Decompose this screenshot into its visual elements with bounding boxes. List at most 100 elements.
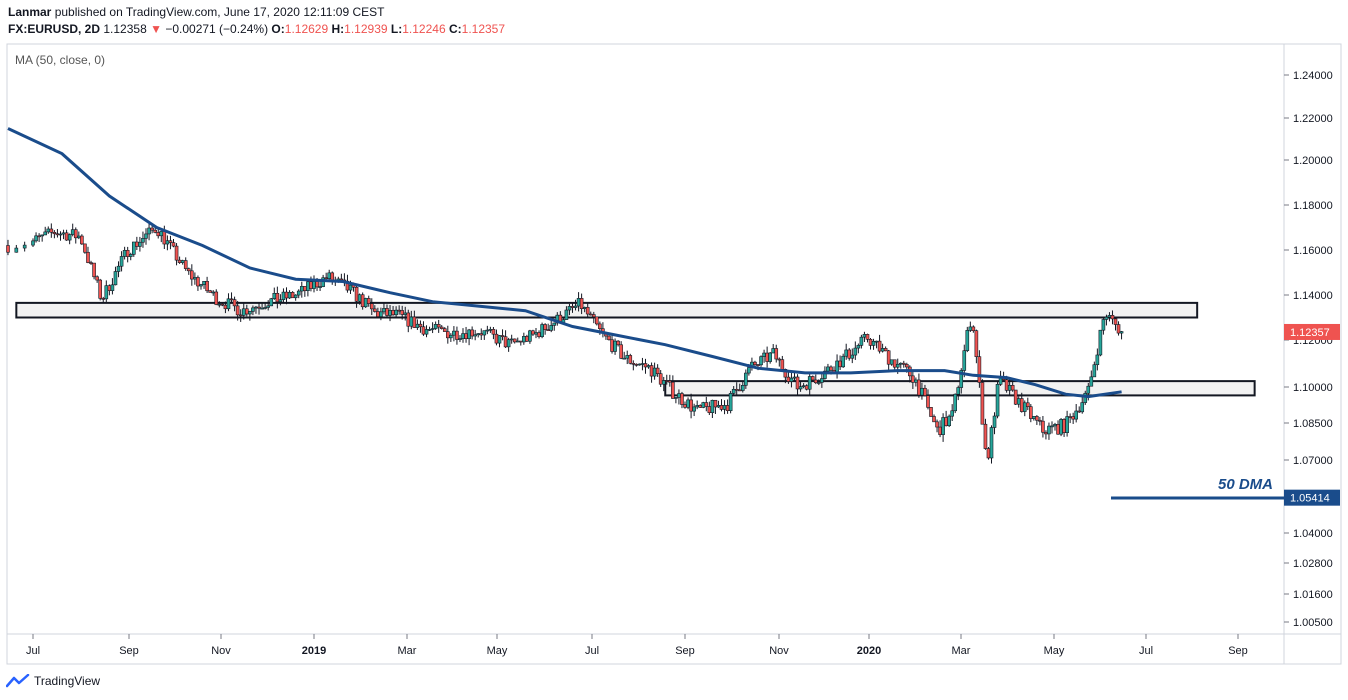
- candle: [692, 403, 696, 417]
- candle: [113, 266, 118, 286]
- upper-resistance-zone[interactable]: [15, 301, 1199, 319]
- candle: [449, 333, 453, 342]
- candle: [850, 348, 855, 364]
- candle: [1050, 421, 1054, 434]
- candle: [125, 246, 130, 263]
- candle: [1110, 310, 1115, 325]
- candle: [306, 279, 310, 297]
- candle: [689, 393, 693, 419]
- symbol-label[interactable]: FX:EURUSD, 2D: [8, 22, 101, 36]
- indicator-label[interactable]: MA (50, close, 0): [15, 53, 106, 67]
- y-tick-label: 1.00500: [1293, 617, 1333, 629]
- candle: [455, 326, 459, 345]
- candle: [765, 346, 769, 368]
- low-label: L:: [390, 22, 403, 36]
- candle: [427, 326, 432, 331]
- candle: [977, 350, 982, 388]
- candle: [628, 353, 633, 365]
- candle: [452, 326, 456, 342]
- candle: [1095, 348, 1100, 371]
- candle: [446, 325, 450, 344]
- candle: [406, 309, 411, 333]
- time-axis[interactable]: Jul Sep Nov 2019 Mar May Jul Sep Nov 2020 Mar May Ju…: [26, 634, 1248, 657]
- candle: [674, 397, 678, 404]
- candle: [591, 311, 596, 324]
- candle: [6, 239, 10, 256]
- candle: [369, 298, 374, 316]
- candle: [1041, 416, 1045, 438]
- candle: [877, 334, 882, 354]
- candle: [995, 381, 1000, 419]
- y-tick-label: 1.02800: [1293, 558, 1333, 570]
- candle: [929, 406, 933, 417]
- candle: [500, 329, 505, 341]
- candle: [379, 307, 383, 321]
- ma-50-line[interactable]: [7, 127, 1122, 399]
- candle: [202, 281, 206, 289]
- y-tick-label: 1.20000: [1293, 155, 1333, 167]
- candle: [214, 289, 219, 306]
- candle: [430, 322, 435, 334]
- candle: [917, 373, 921, 398]
- candle: [777, 357, 782, 367]
- candle: [853, 341, 858, 360]
- price-axis[interactable]: 1.24000 1.22000 1.20000 1.18000 1.16000 1.140…: [1284, 70, 1333, 629]
- candle: [95, 275, 99, 283]
- x-tick-label: May: [487, 645, 508, 657]
- candle: [971, 325, 976, 333]
- candle: [251, 305, 255, 316]
- candle: [771, 344, 776, 354]
- candle: [522, 332, 526, 345]
- footer-brand[interactable]: TradingView: [6, 674, 100, 688]
- candle: [619, 341, 623, 360]
- candle: [421, 321, 426, 336]
- candle: [424, 325, 429, 338]
- y-tick-label: 1.16000: [1293, 245, 1333, 257]
- candle: [318, 281, 322, 292]
- candle: [1013, 389, 1018, 405]
- candle: [543, 323, 547, 335]
- candle: [728, 390, 733, 414]
- candle: [248, 310, 252, 321]
- ohlc-line: FX:EURUSD, 2D 1.12358 ▼ −0.00271 (−0.24%…: [8, 22, 505, 36]
- x-tick-label: May: [1044, 645, 1065, 657]
- candle: [226, 293, 231, 312]
- candle: [643, 358, 648, 374]
- author-name[interactable]: Lanmar: [8, 5, 52, 19]
- candle: [488, 326, 493, 333]
- candle: [1068, 413, 1072, 424]
- candle: [180, 259, 185, 265]
- candle: [680, 391, 684, 409]
- candle: [908, 365, 912, 383]
- candle: [476, 333, 481, 338]
- candle: [613, 338, 617, 355]
- candle: [1113, 317, 1118, 331]
- candle: [868, 338, 873, 350]
- candle: [77, 231, 81, 240]
- candle: [1062, 418, 1066, 437]
- candle: [1016, 396, 1021, 408]
- candle: [838, 355, 842, 370]
- candle: [186, 267, 191, 275]
- candle: [798, 380, 803, 392]
- candle: [847, 348, 852, 361]
- candle: [92, 262, 96, 280]
- brand-name: TradingView: [34, 674, 101, 688]
- candle: [52, 230, 57, 239]
- candle: [144, 228, 148, 245]
- candle: [531, 329, 535, 336]
- candle: [944, 410, 948, 427]
- candle: [165, 235, 170, 251]
- candle: [923, 384, 927, 397]
- candle: [461, 328, 465, 343]
- candle: [579, 293, 584, 315]
- high-label: H:: [331, 22, 345, 36]
- candle: [470, 326, 474, 340]
- candle: [171, 239, 176, 248]
- candle: [1101, 316, 1106, 335]
- x-tick-label: Sep: [119, 645, 139, 657]
- candle: [131, 241, 136, 257]
- candle: [1080, 396, 1085, 414]
- candle: [400, 305, 404, 320]
